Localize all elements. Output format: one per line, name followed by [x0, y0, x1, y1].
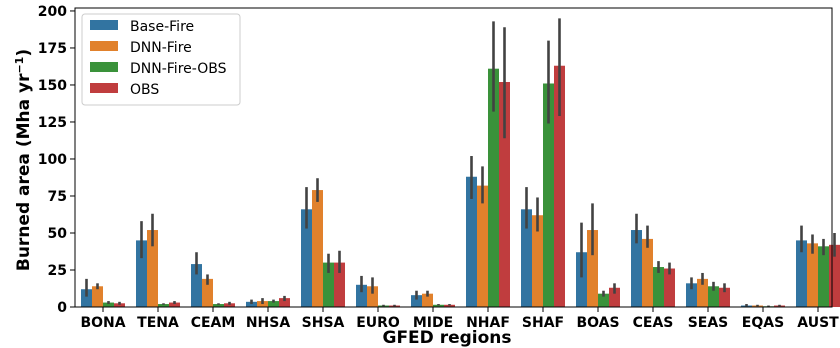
- axes-layer: [74, 7, 833, 308]
- bar-dnn-fire-bona: [92, 286, 103, 307]
- bar-dnn-fire-obs-ceam: [213, 304, 224, 307]
- bar-dnn-fire-seas: [697, 278, 708, 307]
- bar-base-fire-seas: [686, 283, 697, 307]
- bar-dnn-fire-boas: [587, 230, 598, 307]
- y-tick-label: 175: [38, 41, 67, 57]
- bar-dnn-fire-obs-seas: [708, 286, 719, 307]
- legend-label-base-fire: Base-Fire: [130, 19, 194, 35]
- bar-dnn-fire-obs-mide: [433, 304, 444, 307]
- bar-obs-tena: [169, 302, 180, 307]
- bar-base-fire-ceam: [191, 264, 202, 307]
- y-axis-label-close: ): [14, 49, 34, 57]
- bar-dnn-fire-obs-ceas: [653, 267, 664, 307]
- y-tick-label: 200: [38, 4, 67, 20]
- bar-dnn-fire-obs-nhsa: [268, 301, 279, 307]
- bar-obs-ceam: [224, 303, 235, 307]
- bar-obs-boas: [609, 287, 620, 307]
- errorbars-layer: [85, 18, 836, 307]
- x-tick-label-mide: MIDE: [413, 315, 453, 331]
- bar-dnn-fire-obs-boas: [598, 293, 609, 307]
- bar-dnn-fire-obs-tena: [158, 304, 169, 307]
- legend-frame: [81, 13, 241, 106]
- x-tick-label-eqas: EQAS: [742, 315, 784, 331]
- x-tick-label-bona: BONA: [80, 315, 125, 331]
- y-axis-label-main: Burned area (Mha yr: [14, 73, 34, 271]
- bar-dnn-fire-obs-aust: [818, 246, 829, 307]
- legend: Base-Fire DNN-Fire DNN-Fire-OBS OBS: [81, 13, 241, 106]
- bar-dnn-fire-obs-shsa: [323, 262, 334, 307]
- bar-dnn-fire-obs-shaf: [543, 83, 554, 307]
- bar-dnn-fire-shaf: [532, 215, 543, 307]
- y-axis-label: Burned area (Mha yr−1): [13, 49, 35, 271]
- bar-obs-shsa: [334, 262, 345, 307]
- legend-swatch-base-fire: [90, 20, 118, 30]
- bar-base-fire-ceas: [631, 230, 642, 307]
- bar-dnn-fire-euro: [367, 286, 378, 307]
- bar-base-fire-mide: [411, 295, 422, 307]
- x-tick-label-shaf: SHAF: [522, 315, 564, 331]
- y-tick-label: 50: [48, 226, 68, 242]
- y-tick-label: 150: [38, 78, 67, 94]
- bar-dnn-fire-ceam: [202, 278, 213, 307]
- bar-dnn-fire-mide: [422, 293, 433, 307]
- bar-dnn-fire-obs-bona: [103, 302, 114, 307]
- x-tick-label-nhsa: NHSA: [246, 315, 291, 331]
- bar-obs-nhaf: [499, 82, 510, 307]
- legend-label-dnn-fire-obs: DNN-Fire-OBS: [130, 61, 227, 77]
- legend-label-dnn-fire: DNN-Fire: [130, 40, 192, 56]
- y-tick-label: 0: [57, 300, 67, 316]
- bars-layer: [81, 65, 840, 308]
- bar-base-fire-euro: [356, 284, 367, 307]
- x-tick-label-ceas: CEAS: [633, 315, 674, 331]
- bar-base-fire-bona: [81, 289, 92, 307]
- bar-dnn-fire-nhaf: [477, 185, 488, 307]
- y-tick-label: 100: [38, 152, 67, 168]
- legend-swatch-obs: [90, 83, 118, 93]
- bar-base-fire-tena: [136, 240, 147, 307]
- bar-obs-shaf: [554, 65, 565, 307]
- bar-obs-ceas: [664, 268, 675, 307]
- y-tick-label: 25: [48, 263, 67, 279]
- y-tick-label: 125: [38, 115, 67, 131]
- x-tick-label-aust: AUST: [797, 315, 839, 331]
- y-tick-label: 75: [48, 189, 67, 205]
- bar-dnn-fire-obs-nhaf: [488, 68, 499, 308]
- legend-label-obs: OBS: [130, 82, 159, 98]
- bar-base-fire-shsa: [301, 209, 312, 307]
- bar-dnn-fire-aust: [807, 243, 818, 307]
- x-tick-label-shsa: SHSA: [302, 315, 345, 331]
- bar-base-fire-nhsa: [246, 301, 257, 307]
- bar-obs-seas: [719, 287, 730, 307]
- y-axis-label-exponent: −1: [13, 57, 26, 74]
- bar-obs-mide: [444, 304, 455, 307]
- x-tick-label-nhaf: NHAF: [466, 315, 510, 331]
- x-axis-label: GFED regions: [382, 328, 511, 348]
- x-tick-label-ceam: CEAM: [191, 315, 236, 331]
- x-ticks: BONA TENA CEAM NHSA SHSA EURO MIDE NHAF SHAF BOAS…: [80, 307, 839, 331]
- x-tick-label-tena: TENA: [137, 315, 179, 331]
- bar-base-fire-nhaf: [466, 176, 477, 307]
- bar-obs-nhsa: [279, 298, 290, 307]
- bar-dnn-fire-shsa: [312, 190, 323, 307]
- bar-obs-bona: [114, 303, 125, 307]
- x-tick-label-seas: SEAS: [688, 315, 729, 331]
- x-tick-label-boas: BOAS: [576, 315, 619, 331]
- bar-base-fire-shaf: [521, 209, 532, 307]
- bar-base-fire-aust: [796, 240, 807, 307]
- bar-dnn-fire-ceas: [642, 238, 653, 307]
- x-tick-label-euro: EURO: [356, 315, 400, 331]
- bar-obs-aust: [829, 244, 840, 307]
- y-ticks: 0 25 50 75 100 125 150 175 200: [38, 4, 75, 316]
- plot-frame: [74, 7, 833, 308]
- bar-dnn-fire-tena: [147, 230, 158, 307]
- legend-swatch-dnn-fire: [90, 41, 118, 51]
- bar-base-fire-boas: [576, 252, 587, 307]
- legend-swatch-dnn-fire-obs: [90, 62, 118, 72]
